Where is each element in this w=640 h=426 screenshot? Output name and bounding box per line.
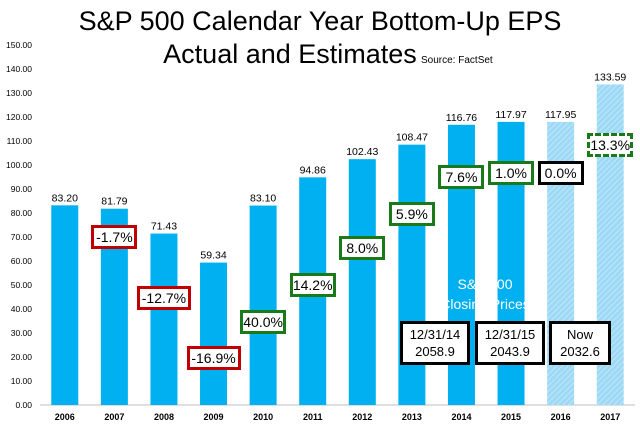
closing-date: Now xyxy=(566,327,593,342)
growth-label-2014: 7.6% xyxy=(438,165,485,189)
x-tick-label-2012: 2012 xyxy=(352,412,372,422)
bar-2010 xyxy=(249,205,277,405)
closing-date: 12/31/14 xyxy=(409,327,461,342)
value-label-2016: 117.95 xyxy=(545,109,576,121)
bar-2009 xyxy=(200,262,228,405)
y-tick-label: 130.00 xyxy=(6,88,32,98)
growth-label-2012: 8.0% xyxy=(339,236,386,260)
x-tick-label-2007: 2007 xyxy=(104,412,124,422)
growth-label-2009: -16.9% xyxy=(186,346,241,370)
value-label-2015: 117.97 xyxy=(495,109,526,121)
y-tick-label: 50.00 xyxy=(11,280,33,290)
bar-2008 xyxy=(150,233,178,405)
x-tick-label-2015: 2015 xyxy=(501,412,521,422)
growth-label-2011: 14.2% xyxy=(289,273,336,297)
bar-2006 xyxy=(51,205,79,405)
value-label-2017: 133.59 xyxy=(594,71,626,83)
growth-label-2013: 5.9% xyxy=(388,202,435,226)
growth-label-2010: 40.0% xyxy=(240,310,287,334)
y-tick-label: 90.00 xyxy=(11,184,33,194)
growth-label-2015: 1.0% xyxy=(488,161,535,185)
y-tick-label: 100.00 xyxy=(6,160,32,170)
closing-label-line2: Closing Prices xyxy=(440,296,530,312)
source-note: Source: FactSet xyxy=(421,55,493,66)
y-tick-label: 20.00 xyxy=(11,352,33,362)
value-label-2010: 83.10 xyxy=(250,193,276,205)
value-label-2014: 116.76 xyxy=(446,112,477,124)
y-tick-label: 140.00 xyxy=(6,64,32,74)
closing-prices-label: S&P 500 Closing Prices xyxy=(415,274,555,314)
value-label-2007: 81.79 xyxy=(101,196,127,208)
value-label-2013: 108.47 xyxy=(396,132,428,144)
x-tick-label-2016: 2016 xyxy=(551,412,571,422)
x-tick-label-2008: 2008 xyxy=(154,412,174,422)
growth-label-2016: 0.0% xyxy=(537,161,584,185)
closing-date: 12/31/15 xyxy=(484,327,536,342)
chart-title-line2: Actual and Estimates xyxy=(163,39,417,69)
y-tick-label: 0.00 xyxy=(15,400,32,410)
x-tick-label-2014: 2014 xyxy=(451,412,471,422)
y-tick-label: 60.00 xyxy=(11,256,33,266)
growth-label-2008: -12.7% xyxy=(136,286,191,310)
y-tick-label: 40.00 xyxy=(11,304,33,314)
x-tick-label-2009: 2009 xyxy=(204,412,224,422)
y-tick-label: 120.00 xyxy=(6,112,32,122)
chart-title-line1: S&P 500 Calendar Year Bottom-Up EPS xyxy=(78,6,562,36)
value-label-2009: 59.34 xyxy=(200,250,226,262)
value-label-2006: 83.20 xyxy=(52,192,78,204)
x-tick-label-2013: 2013 xyxy=(402,412,422,422)
closing-box-2014: 12/31/14 2058.9 xyxy=(400,321,470,365)
x-tick-label-2017: 2017 xyxy=(600,412,620,422)
y-tick-label: 110.00 xyxy=(7,136,33,146)
closing-price: 2058.9 xyxy=(415,344,455,359)
closing-box-now: Now 2032.6 xyxy=(549,321,611,365)
x-tick-label-2006: 2006 xyxy=(55,412,75,422)
y-tick-label: 30.00 xyxy=(11,328,33,338)
y-tick-label: 80.00 xyxy=(11,208,33,218)
closing-box-2015: 12/31/15 2043.9 xyxy=(475,321,545,365)
closing-price: 2032.6 xyxy=(560,344,600,359)
y-tick-label: 150.00 xyxy=(6,40,32,50)
growth-label-2017: 13.3% xyxy=(587,133,634,157)
growth-label-2007: -1.7% xyxy=(91,225,138,249)
closing-price: 2043.9 xyxy=(490,344,530,359)
y-tick-label: 70.00 xyxy=(11,232,33,242)
value-label-2011: 94.86 xyxy=(300,164,326,176)
y-tick-label: 10.00 xyxy=(11,376,33,386)
bar-2012 xyxy=(348,159,376,405)
value-label-2012: 102.43 xyxy=(346,146,378,158)
value-label-2008: 71.43 xyxy=(151,221,177,233)
closing-label-line1: S&P 500 xyxy=(457,276,513,292)
x-tick-label-2011: 2011 xyxy=(303,412,323,422)
x-tick-label-2010: 2010 xyxy=(253,412,273,422)
